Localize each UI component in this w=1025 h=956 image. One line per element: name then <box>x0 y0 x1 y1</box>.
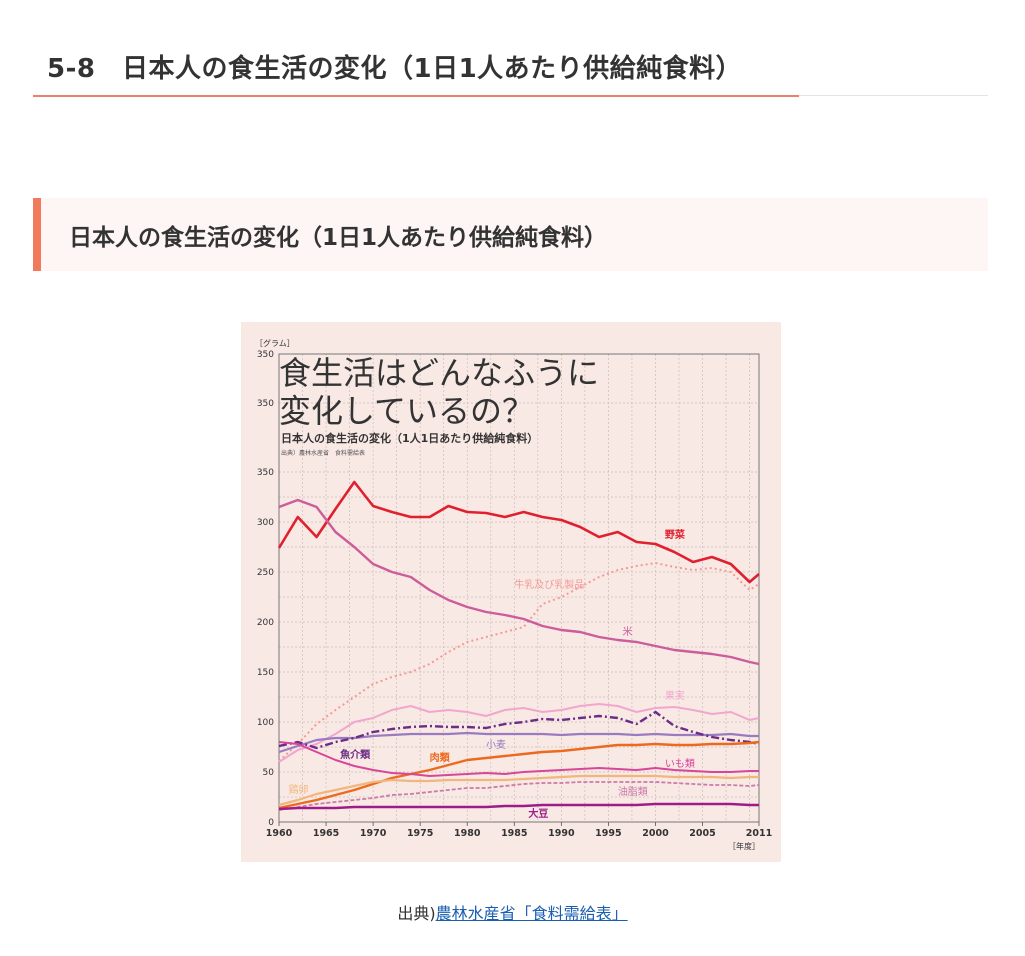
y-tick-label: 150 <box>257 668 274 678</box>
x-tick-label: 1980 <box>454 828 481 839</box>
series-line-いも類 <box>278 741 759 777</box>
y-tick-label: 50 <box>263 768 275 778</box>
series-line-小麦 <box>278 731 759 754</box>
series-label-野菜: 野菜 <box>665 528 686 541</box>
series-line-野菜 <box>277 480 760 584</box>
series-label-米: 米 <box>623 625 633 638</box>
series-label-果実: 果実 <box>665 689 685 702</box>
source-prefix: 出典) <box>397 904 436 923</box>
chart-credit: 出典）農林水産省 食料需給表 <box>281 449 365 457</box>
series-line-大豆 <box>278 802 759 811</box>
series-label-牛乳及び乳製品: 牛乳及び乳製品 <box>514 578 584 591</box>
x-axis-unit-label: ［年度］ <box>728 841 760 851</box>
x-tick-label: 1995 <box>595 828 621 839</box>
series-line-魚介類 <box>278 710 760 750</box>
series-label-油脂類: 油脂類 <box>618 785 648 798</box>
header-divider-accent <box>33 95 799 97</box>
x-tick-label: 2005 <box>689 828 715 839</box>
x-tick-label: 1990 <box>548 828 575 839</box>
y-tick-label: 100 <box>257 718 274 728</box>
y-tick-label: 0 <box>268 818 274 828</box>
series-label-小麦: 小麦 <box>486 739 506 751</box>
y-tick-label: 350 <box>257 350 274 360</box>
x-tick-label: 2011 <box>746 828 772 839</box>
page-title: 5-8 日本人の食生活の変化（1日1人あたり供給純食料） <box>47 54 743 84</box>
plot-frame <box>278 353 760 823</box>
y-tick-label: 350 <box>257 399 274 409</box>
x-tick-label: 1985 <box>501 828 527 839</box>
x-tick-label: 1960 <box>266 828 293 839</box>
chart-title: 日本人の食生活の変化（1人1日あたり供給純食料） <box>281 431 538 445</box>
food-consumption-chart: 0 50 100 150 200 250 300 350 350 350 1960 1965 1970 1… <box>255 338 772 851</box>
x-tick-label: 1970 <box>360 828 387 839</box>
page-header: 5-8 日本人の食生活の変化（1日1人あたり供給純食料） <box>33 40 799 99</box>
source-note: 出典)農林水産省「食料需給表」 <box>0 900 1025 924</box>
y-tick-label: 250 <box>257 568 274 578</box>
series-line-牛乳及び乳製品 <box>278 562 760 762</box>
y-axis-unit-label: ［グラム］ <box>255 338 295 348</box>
series-label-いも類: いも類 <box>665 758 695 770</box>
source-link[interactable]: 農林水産省「食料需給表」 <box>435 904 628 923</box>
series-label-肉類: 肉類 <box>430 751 451 764</box>
section-heading: 日本人の食生活の変化（1日1人あたり供給純食料） <box>33 198 988 271</box>
x-tick-label: 1965 <box>313 828 339 839</box>
chart-panel: 0 50 100 150 200 250 300 350 350 350 1960 1965 1970 1… <box>241 322 781 862</box>
x-tick-label: 1975 <box>407 828 433 839</box>
series-line-米 <box>278 498 760 666</box>
x-tick-label: 2000 <box>642 828 669 839</box>
y-tick-label: 200 <box>257 618 274 628</box>
series-line-肉類 <box>278 740 760 810</box>
series-line-果実 <box>278 703 760 763</box>
chart-headline-line2: 変化しているの？ <box>279 392 534 430</box>
series-label-魚介類: 魚介類 <box>340 748 371 761</box>
series-line-油脂類 <box>278 781 760 811</box>
section-heading-title: 日本人の食生活の変化（1日1人あたり供給純食料） <box>69 225 608 251</box>
chart-headline-line1: 食生活はどんなふうに <box>279 354 599 392</box>
section-heading-accent-bar <box>33 198 41 271</box>
y-tick-label: 350 <box>257 468 274 478</box>
series-label-鶏卵: 鶏卵 <box>288 783 308 796</box>
y-tick-label: 300 <box>257 518 274 528</box>
series-label-大豆: 大豆 <box>528 807 548 820</box>
series-line-鶏卵 <box>278 774 759 807</box>
